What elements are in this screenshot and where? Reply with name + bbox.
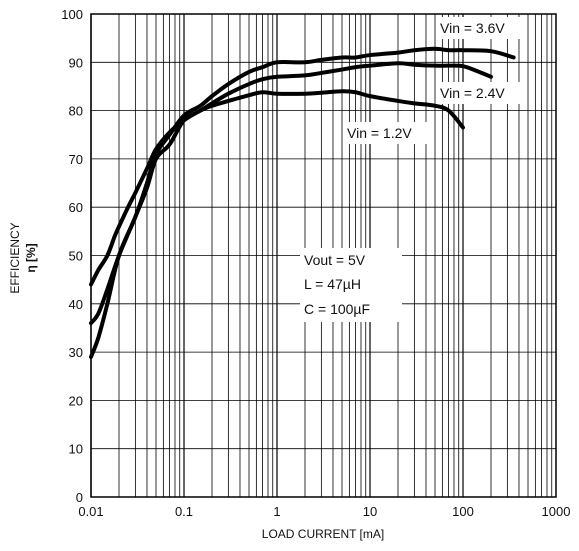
- annotation-vout: Vout = 5V: [304, 252, 366, 268]
- x-tick-label: 1: [273, 504, 280, 519]
- series-lines: [89, 46, 516, 359]
- y-tick-label: 80: [69, 104, 83, 119]
- x-tick-label: 0.01: [78, 504, 103, 519]
- x-tick-label: 100: [452, 504, 474, 519]
- series-label-1v2: Vin = 1.2V: [347, 125, 412, 141]
- series-label-bg-2v4: [436, 82, 524, 104]
- x-tick-label: 10: [363, 504, 377, 519]
- plot-frame: [90, 13, 557, 498]
- y-tick-label: 30: [69, 345, 83, 360]
- series-label-3v6: Vin = 3.6V: [440, 20, 505, 36]
- y-tick-label: 90: [69, 55, 83, 70]
- series-line-vin-2v4: [89, 61, 493, 326]
- y-tick-label: 50: [69, 249, 83, 264]
- y-tick-label: 10: [69, 442, 83, 457]
- y-tick-label: 60: [69, 200, 83, 215]
- annotation-box: [300, 248, 402, 322]
- series-label-bg-1v2: [343, 122, 431, 144]
- series-label-bg-3v6: [436, 17, 524, 39]
- y-axis-title-line2: η [%]: [24, 243, 38, 272]
- series-label-2v4: Vin = 2.4V: [440, 85, 505, 101]
- y-axis-title-line1: EFFICIENCY: [8, 222, 22, 293]
- y-tick-label: 40: [69, 297, 83, 312]
- y-tick-label: 100: [61, 7, 83, 22]
- tick-labels: 0.01 0.1 1 10 100 1000 0 10 20 30 40 50 60 70 80 90 100: [61, 7, 570, 519]
- x-tick-label: 1000: [542, 504, 571, 519]
- y-tick-label: 0: [76, 490, 83, 505]
- y-tick-label: 70: [69, 152, 83, 167]
- annotation-capacitor: C = 100µF: [304, 301, 370, 317]
- y-tick-label: 20: [69, 393, 83, 408]
- annotation-inductor: L = 47µH: [304, 276, 361, 292]
- series-line-vin-1v2: [89, 89, 465, 287]
- x-axis-title: LOAD CURRENT [mA]: [262, 527, 384, 541]
- x-tick-label: 0.1: [175, 504, 193, 519]
